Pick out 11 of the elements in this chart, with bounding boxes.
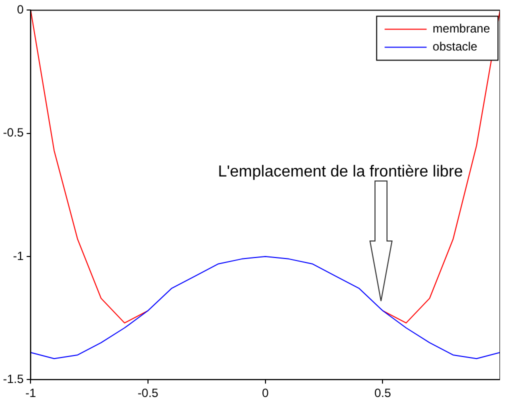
legend-label: membrane bbox=[432, 22, 490, 36]
x-tick-label: -1 bbox=[25, 386, 36, 400]
annotation: L'emplacement de la frontière libre bbox=[218, 163, 464, 180]
x-tick-label: 0.5 bbox=[374, 386, 392, 400]
x-tick-label: 0 bbox=[262, 386, 269, 400]
y-tick-label: -1 bbox=[13, 248, 24, 263]
y-tick-label: 0 bbox=[16, 2, 24, 17]
y-tick-label: -0.5 bbox=[2, 126, 24, 140]
x-tick-label: -0.5 bbox=[138, 386, 159, 400]
legend-label: obstacle bbox=[432, 40, 478, 54]
y-tick-label: -1.5 bbox=[2, 372, 24, 386]
